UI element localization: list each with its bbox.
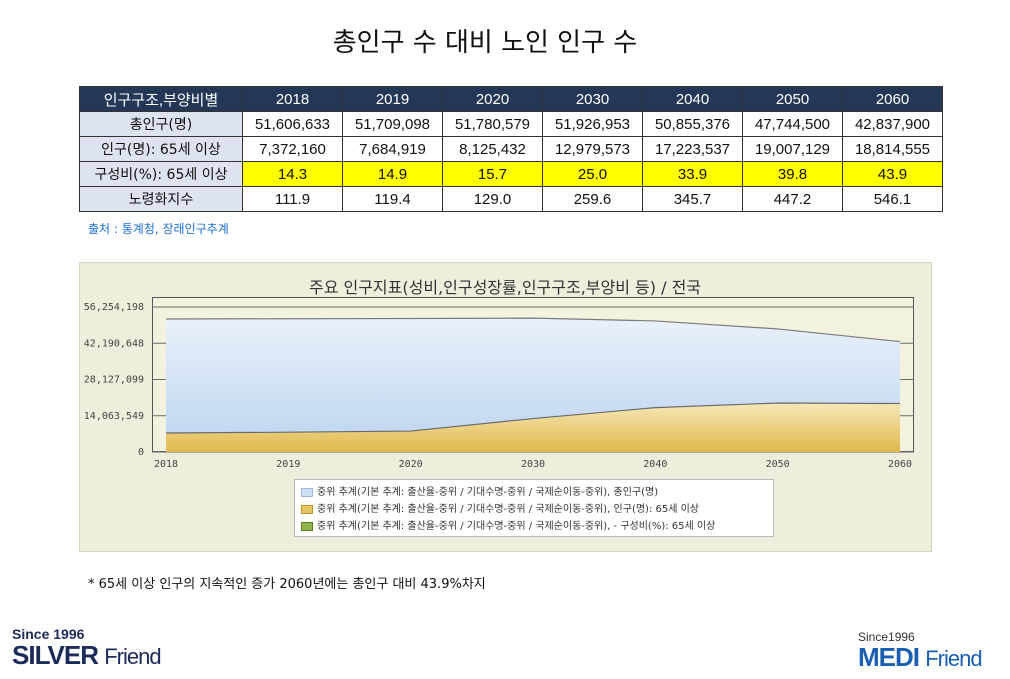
table-cell: 345.7 [642,186,743,212]
logo-brand: SILVER Friend [12,640,162,670]
elderly-population-line [165,402,901,434]
table-row: 인구(명): 65세 이상 7,372,160 7,684,919 8,125,… [79,136,943,162]
chart-panel: 주요 인구지표(성비,인구성장률,인구구조,부양비 등) / 전국 56,254… [79,262,932,552]
table-cell: 259.6 [542,186,643,212]
x-tick-label: 2020 [399,459,423,470]
y-tick-label: 42,190,648 [84,338,144,349]
medi-friend-logo: Since1996 MEDI Friend [858,630,983,672]
area-chart: 56,254,198 42,190,648 28,127,099 14,063,549… [84,302,914,470]
table-cell: 18,814,555 [842,136,943,162]
x-tick-label: 2060 [888,459,912,470]
table-cell: 25.0 [542,161,643,187]
table-cell: 43.9 [842,161,943,187]
legend-swatch-icon [301,487,313,497]
legend-label: 중위 추계(기본 추계: 출산율-중위 / 기대수명-중위 / 국제순이동-중위… [317,504,699,515]
table-cell: 17,223,537 [642,136,743,162]
logo-brand-sub: Friend [925,646,982,671]
table-header-row: 인구구조,부양비별 2018 2019 2020 2030 2040 2050 … [79,86,943,112]
row-label: 총인구(명) [79,111,243,137]
year-header: 2060 [842,86,943,112]
page-title: 총인구 수 대비 노인 인구 수 [332,28,638,58]
table-cell: 7,684,919 [342,136,443,162]
table-cell: 39.8 [742,161,843,187]
x-tick-label: 2019 [276,459,300,470]
table-cell: 51,709,098 [342,111,443,137]
logo-brand-sub: Friend [104,644,161,669]
y-tick-label: 14,063,549 [84,411,144,422]
row-label: 인구(명): 65세 이상 [79,136,243,162]
legend-item: 중위 추계(기본 추계: 출산율-중위 / 기대수명-중위 / 국제순이동-중위… [301,484,767,501]
year-header: 2018 [242,86,343,112]
table-cell: 447.2 [742,186,843,212]
population-table: 인구구조,부양비별 2018 2019 2020 2030 2040 2050 … [79,86,943,212]
year-header: 2030 [542,86,643,112]
logo-brand-main: SILVER [12,640,99,670]
total-population-line [165,317,901,343]
table-cell: 119.4 [342,186,443,212]
year-header: 2019 [342,86,443,112]
table-cell: 19,007,129 [742,136,843,162]
table-cell: 7,372,160 [242,136,343,162]
logo-brand-main: MEDI [858,642,920,672]
logo-brand: MEDI Friend [858,642,983,672]
chart-legend: 중위 추계(기본 추계: 출산율-중위 / 기대수명-중위 / 국제순이동-중위… [294,479,774,537]
table-row: 노령화지수 111.9 119.4 129.0 259.6 345.7 447.… [79,186,943,212]
table-cell: 14.3 [242,161,343,187]
x-tick-label: 2050 [766,459,790,470]
row-label: 노령화지수 [79,186,243,212]
logo-since: Since 1996 [12,626,85,642]
table-row: 총인구(명) 51,606,633 51,709,098 51,780,579 … [79,111,943,137]
table-cell: 14.9 [342,161,443,187]
source-note: 출처 : 통계청, 장래인구추계 [88,222,229,236]
table-cell: 8,125,432 [442,136,543,162]
table-cell: 12,979,573 [542,136,643,162]
chart-title: 주요 인구지표(성비,인구성장률,인구구조,부양비 등) / 전국 [308,278,702,297]
table-cell: 546.1 [842,186,943,212]
x-tick-label: 2040 [643,459,667,470]
y-tick-label: 56,254,198 [84,302,144,313]
legend-label: 중위 추계(기본 추계: 출산율-중위 / 기대수명-중위 / 국제순이동-중위… [317,487,659,498]
table-cell: 15.7 [442,161,543,187]
year-header: 2050 [742,86,843,112]
table-cell: 129.0 [442,186,543,212]
legend-item: 중위 추계(기본 추계: 출산율-중위 / 기대수명-중위 / 국제순이동-중위… [301,518,767,535]
table-cell: 50,855,376 [642,111,743,137]
x-tick-label: 2030 [521,459,545,470]
legend-label: 중위 추계(기본 추계: 출산율-중위 / 기대수명-중위 / 국제순이동-중위… [317,521,716,532]
header-label: 인구구조,부양비별 [79,86,243,112]
table-cell: 42,837,900 [842,111,943,137]
elderly-population-area [166,403,900,452]
footnote: * 65세 이상 인구의 지속적인 증가 2060년에는 총인구 대비 43.9… [88,577,486,592]
legend-swatch-icon [301,521,313,531]
legend-swatch-icon [301,504,313,514]
table-cell: 51,606,633 [242,111,343,137]
table-cell: 33.9 [642,161,743,187]
logo-since: Since1996 [858,630,915,644]
silver-friend-logo: Since 1996 SILVER Friend [12,626,162,670]
table-cell: 51,780,579 [442,111,543,137]
year-header: 2020 [442,86,543,112]
table-cell: 47,744,500 [742,111,843,137]
table-cell: 111.9 [242,186,343,212]
table-cell: 51,926,953 [542,111,643,137]
table-row-highlighted: 구성비(%): 65세 이상 14.3 14.9 15.7 25.0 33.9 … [79,161,943,187]
year-header: 2040 [642,86,743,112]
y-tick-label: 0 [138,447,144,458]
row-label: 구성비(%): 65세 이상 [79,161,243,187]
y-tick-label: 28,127,099 [84,375,144,386]
x-tick-label: 2018 [154,459,178,470]
legend-item: 중위 추계(기본 추계: 출산율-중위 / 기대수명-중위 / 국제순이동-중위… [301,501,767,518]
